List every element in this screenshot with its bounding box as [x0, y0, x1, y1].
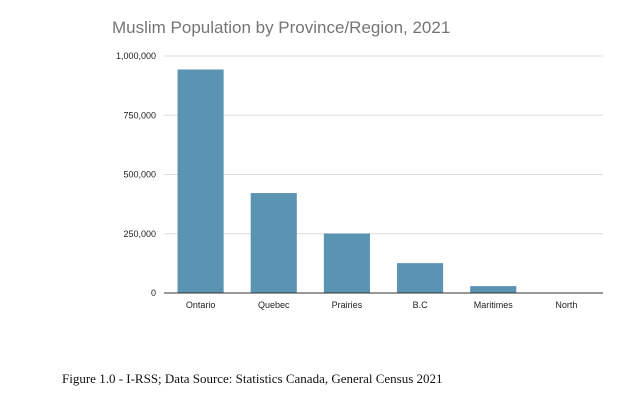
bar-ontario	[177, 69, 224, 293]
bar-maritimes	[470, 286, 517, 293]
x-tick-label: Maritimes	[474, 300, 514, 310]
x-tick-label: North	[555, 300, 577, 310]
bars	[177, 69, 590, 293]
y-tick-label: 1,000,000	[116, 51, 156, 61]
chart-title: Muslim Population by Province/Region, 20…	[112, 18, 450, 37]
y-tick-label: 500,000	[123, 170, 156, 180]
x-tick-label: Ontario	[186, 300, 216, 310]
x-tick-label: Quebec	[258, 300, 290, 310]
bar-b-c	[397, 263, 444, 293]
bar-chart: Muslim Population by Province/Region, 20…	[112, 18, 603, 310]
y-tick-label: 0	[151, 288, 156, 298]
x-tick-label: Prairies	[332, 300, 363, 310]
x-tick-label: B.C	[413, 300, 429, 310]
bar-prairies	[323, 233, 370, 293]
y-axis: 0 250,000 500,000 750,000 1,000,000	[116, 51, 156, 298]
y-tick-label: 250,000	[123, 229, 156, 239]
gridlines	[164, 55, 603, 235]
figure-caption: Figure 1.0 - I-RSS; Data Source: Statist…	[62, 371, 443, 386]
x-axis: Ontario Quebec Prairies B.C Maritimes North	[186, 300, 578, 310]
y-tick-label: 750,000	[123, 110, 156, 120]
bar-quebec	[250, 193, 297, 293]
